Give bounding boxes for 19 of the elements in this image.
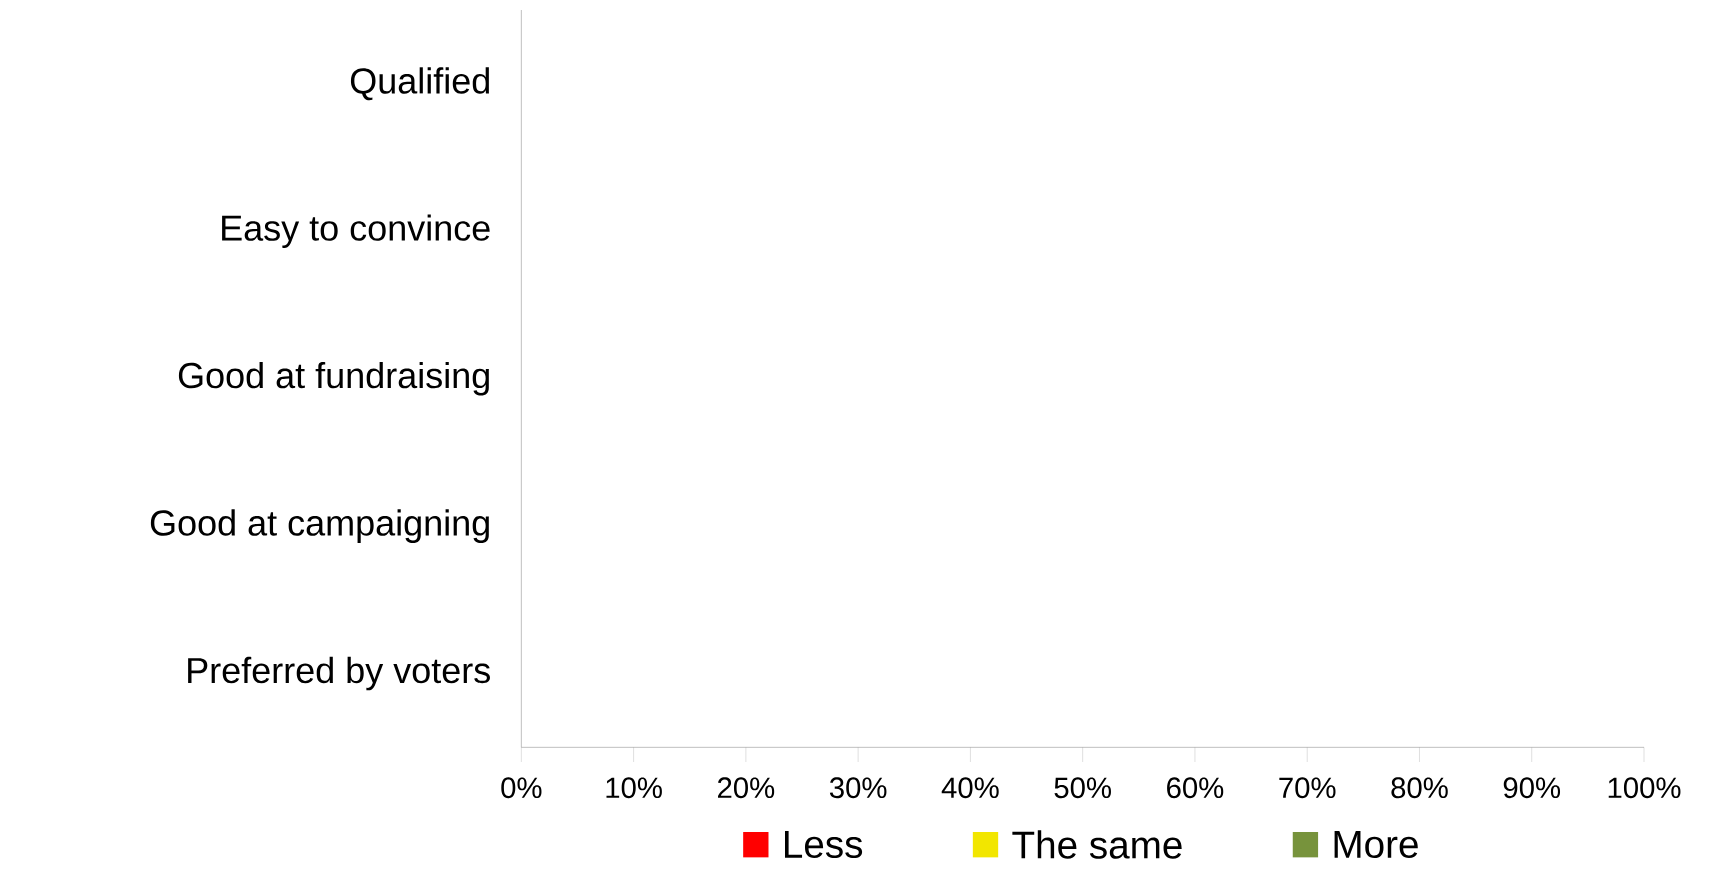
x-tick-label: 30% bbox=[829, 777, 887, 799]
y-tick-label: Preferred by voters bbox=[188, 656, 490, 691]
x-tick-label: 80% bbox=[1391, 777, 1448, 799]
legend-label: Less bbox=[785, 831, 863, 859]
x-tick-label: 20% bbox=[718, 777, 775, 799]
legend-label: More bbox=[1334, 831, 1418, 859]
x-tick-label: 50% bbox=[1054, 777, 1111, 799]
y-tick-label: Good at fundraising bbox=[178, 361, 489, 396]
x-tick-label: 60% bbox=[1167, 777, 1224, 799]
x-tick-label: 90% bbox=[1503, 777, 1561, 799]
y-tick-label: Easy to convince bbox=[222, 214, 490, 248]
x-tick-label: 10% bbox=[606, 777, 662, 799]
x-tick-label: 70% bbox=[1279, 777, 1336, 799]
y-tick-label: Qualified bbox=[350, 67, 489, 101]
x-tick-label: 100% bbox=[1608, 777, 1681, 799]
y-tick-label: Good at campaigning bbox=[150, 509, 489, 543]
x-tick-label: 40% bbox=[941, 777, 999, 799]
legend-label: The same bbox=[1012, 830, 1182, 859]
x-tick-label: 0% bbox=[501, 777, 542, 799]
